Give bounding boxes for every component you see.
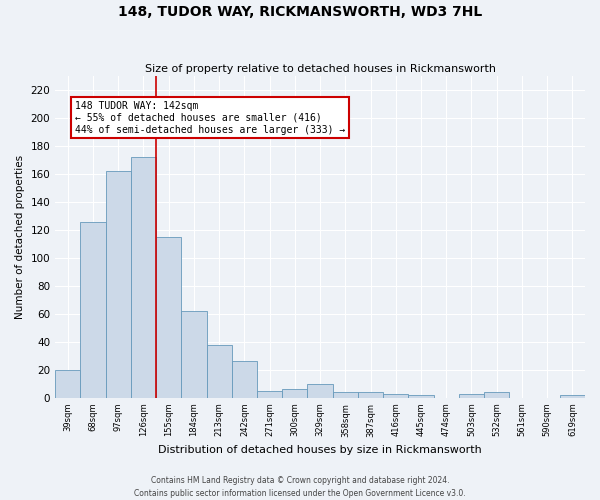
Text: 148, TUDOR WAY, RICKMANSWORTH, WD3 7HL: 148, TUDOR WAY, RICKMANSWORTH, WD3 7HL xyxy=(118,5,482,19)
Text: 148 TUDOR WAY: 142sqm
← 55% of detached houses are smaller (416)
44% of semi-det: 148 TUDOR WAY: 142sqm ← 55% of detached … xyxy=(76,102,346,134)
Bar xyxy=(156,237,181,398)
Bar xyxy=(131,158,156,398)
Bar xyxy=(181,311,206,398)
Text: Contains HM Land Registry data © Crown copyright and database right 2024.
Contai: Contains HM Land Registry data © Crown c… xyxy=(134,476,466,498)
Bar xyxy=(332,392,358,398)
Bar xyxy=(232,362,257,398)
Bar xyxy=(358,392,383,398)
Title: Size of property relative to detached houses in Rickmansworth: Size of property relative to detached ho… xyxy=(145,64,496,74)
Bar xyxy=(106,172,131,398)
Bar xyxy=(257,391,282,398)
Bar xyxy=(206,344,232,398)
Bar xyxy=(80,222,106,398)
X-axis label: Distribution of detached houses by size in Rickmansworth: Distribution of detached houses by size … xyxy=(158,445,482,455)
Bar xyxy=(282,390,307,398)
Bar xyxy=(484,392,509,398)
Bar xyxy=(307,384,332,398)
Bar xyxy=(409,395,434,398)
Bar xyxy=(383,394,409,398)
Bar xyxy=(55,370,80,398)
Y-axis label: Number of detached properties: Number of detached properties xyxy=(15,155,25,319)
Bar xyxy=(560,395,585,398)
Bar xyxy=(459,394,484,398)
